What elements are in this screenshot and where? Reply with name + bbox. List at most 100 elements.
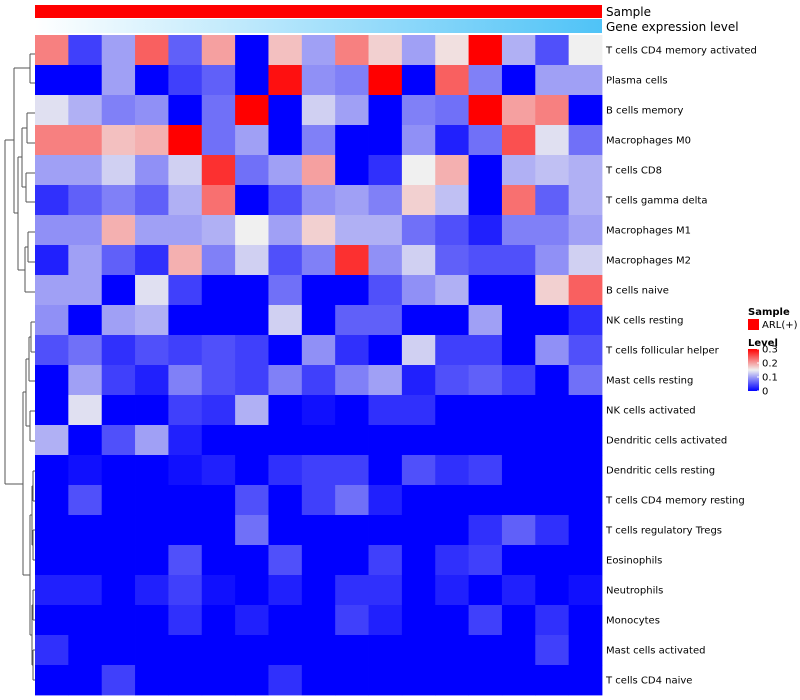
heatmap-cell xyxy=(201,425,236,456)
heatmap-cell xyxy=(401,95,436,126)
heatmap-cell xyxy=(68,425,103,456)
heatmap-cell xyxy=(135,335,169,366)
heatmap-cell xyxy=(435,455,469,486)
heatmap-cell xyxy=(468,485,503,516)
heatmap-cell xyxy=(368,125,403,156)
heatmap-cell xyxy=(501,215,536,246)
heatmap-cell xyxy=(468,635,503,666)
heatmap-cell xyxy=(235,185,269,216)
heatmap-cell xyxy=(201,485,236,516)
row-label: Neutrophils xyxy=(606,586,663,597)
heatmap-cell xyxy=(568,605,603,636)
legend-tick-label: 0.1 xyxy=(762,373,778,384)
heatmap-cell xyxy=(335,95,369,126)
heatmap-cell xyxy=(301,245,336,276)
heatmap-cell xyxy=(501,275,536,306)
heatmap-cell xyxy=(401,485,436,516)
row-label: T cells CD4 memory activated xyxy=(605,46,757,57)
heatmap-cell xyxy=(268,125,303,156)
heatmap-cell xyxy=(401,215,436,246)
heatmap-cell xyxy=(168,65,203,96)
heatmap-cell xyxy=(501,455,536,486)
heatmap-cell xyxy=(501,425,536,456)
row-label: T cells CD4 memory resting xyxy=(605,496,745,507)
heatmap-cell xyxy=(501,125,536,156)
heatmap-cell xyxy=(435,335,469,366)
heatmap-cell xyxy=(301,515,336,546)
heatmap-cell xyxy=(201,215,236,246)
heatmap-cell xyxy=(535,215,570,246)
heatmap-cell xyxy=(468,65,503,96)
heatmap-cell xyxy=(468,575,503,606)
heatmap-cell xyxy=(368,155,403,186)
heatmap-cell xyxy=(468,305,503,336)
heatmap-cell xyxy=(435,515,469,546)
heatmap-cell xyxy=(335,545,369,576)
heatmap-cell xyxy=(501,665,536,696)
heatmap-cell xyxy=(401,65,436,96)
heatmap-cell xyxy=(201,245,236,276)
heatmap-cell xyxy=(468,665,503,696)
heatmap-cell xyxy=(68,485,103,516)
heatmap-cell xyxy=(535,395,570,426)
heatmap-cell xyxy=(335,65,369,96)
heatmap-cell xyxy=(401,635,436,666)
heatmap-cell xyxy=(301,365,336,396)
heatmap-cell xyxy=(35,65,69,96)
heatmap-cell xyxy=(168,275,203,306)
heatmap-cell xyxy=(235,455,269,486)
heatmap-cell xyxy=(168,455,203,486)
heatmap-cell xyxy=(535,485,570,516)
heatmap-cell xyxy=(368,485,403,516)
heatmap-cell xyxy=(535,125,570,156)
heatmap-cell xyxy=(301,215,336,246)
heatmap-cell xyxy=(135,635,169,666)
heatmap-cell xyxy=(235,305,269,336)
row-label: T cells follicular helper xyxy=(605,346,720,357)
heatmap-cell xyxy=(268,275,303,306)
heatmap-cell xyxy=(68,335,103,366)
heatmap-cell xyxy=(368,395,403,426)
heatmap-cell xyxy=(201,515,236,546)
heatmap-cell xyxy=(468,35,503,66)
heatmap-cell xyxy=(568,515,603,546)
heatmap-cell xyxy=(401,155,436,186)
heatmap-cell xyxy=(235,395,269,426)
heatmap-cell xyxy=(35,575,69,606)
heatmap-cell xyxy=(568,35,603,66)
heatmap-cell xyxy=(568,425,603,456)
heatmap-cell xyxy=(568,155,603,186)
heatmap-cell xyxy=(435,575,469,606)
heatmap-cell xyxy=(201,605,236,636)
heatmap-cell xyxy=(368,515,403,546)
heatmap-cell xyxy=(435,665,469,696)
heatmap-cell xyxy=(268,485,303,516)
heatmap-cell xyxy=(301,275,336,306)
heatmap-cell xyxy=(68,35,103,66)
heatmap-cell xyxy=(501,545,536,576)
heatmap-cell xyxy=(268,515,303,546)
heatmap-cell xyxy=(101,635,136,666)
heatmap-cell xyxy=(535,275,570,306)
heatmap-cell xyxy=(201,455,236,486)
heatmap-cell xyxy=(335,425,369,456)
heatmap-cell xyxy=(101,125,136,156)
heatmap-cell xyxy=(68,665,103,696)
heatmap-cell xyxy=(201,65,236,96)
heatmap-cell xyxy=(401,125,436,156)
heatmap-cell xyxy=(568,185,603,216)
heatmap-cell xyxy=(35,275,69,306)
heatmap-cell xyxy=(101,335,136,366)
heatmap-cell xyxy=(235,365,269,396)
heatmap-cell xyxy=(268,425,303,456)
heatmap-cell xyxy=(535,185,570,216)
heatmap-cell xyxy=(301,665,336,696)
heatmap-cell xyxy=(268,185,303,216)
heatmap-cell xyxy=(201,575,236,606)
heatmap-cell xyxy=(268,635,303,666)
heatmap-cell xyxy=(101,155,136,186)
row-label: Macrophages M0 xyxy=(606,136,691,147)
heatmap-cell xyxy=(401,605,436,636)
heatmap-cell xyxy=(368,245,403,276)
legend-tick-label: 0 xyxy=(762,387,768,398)
